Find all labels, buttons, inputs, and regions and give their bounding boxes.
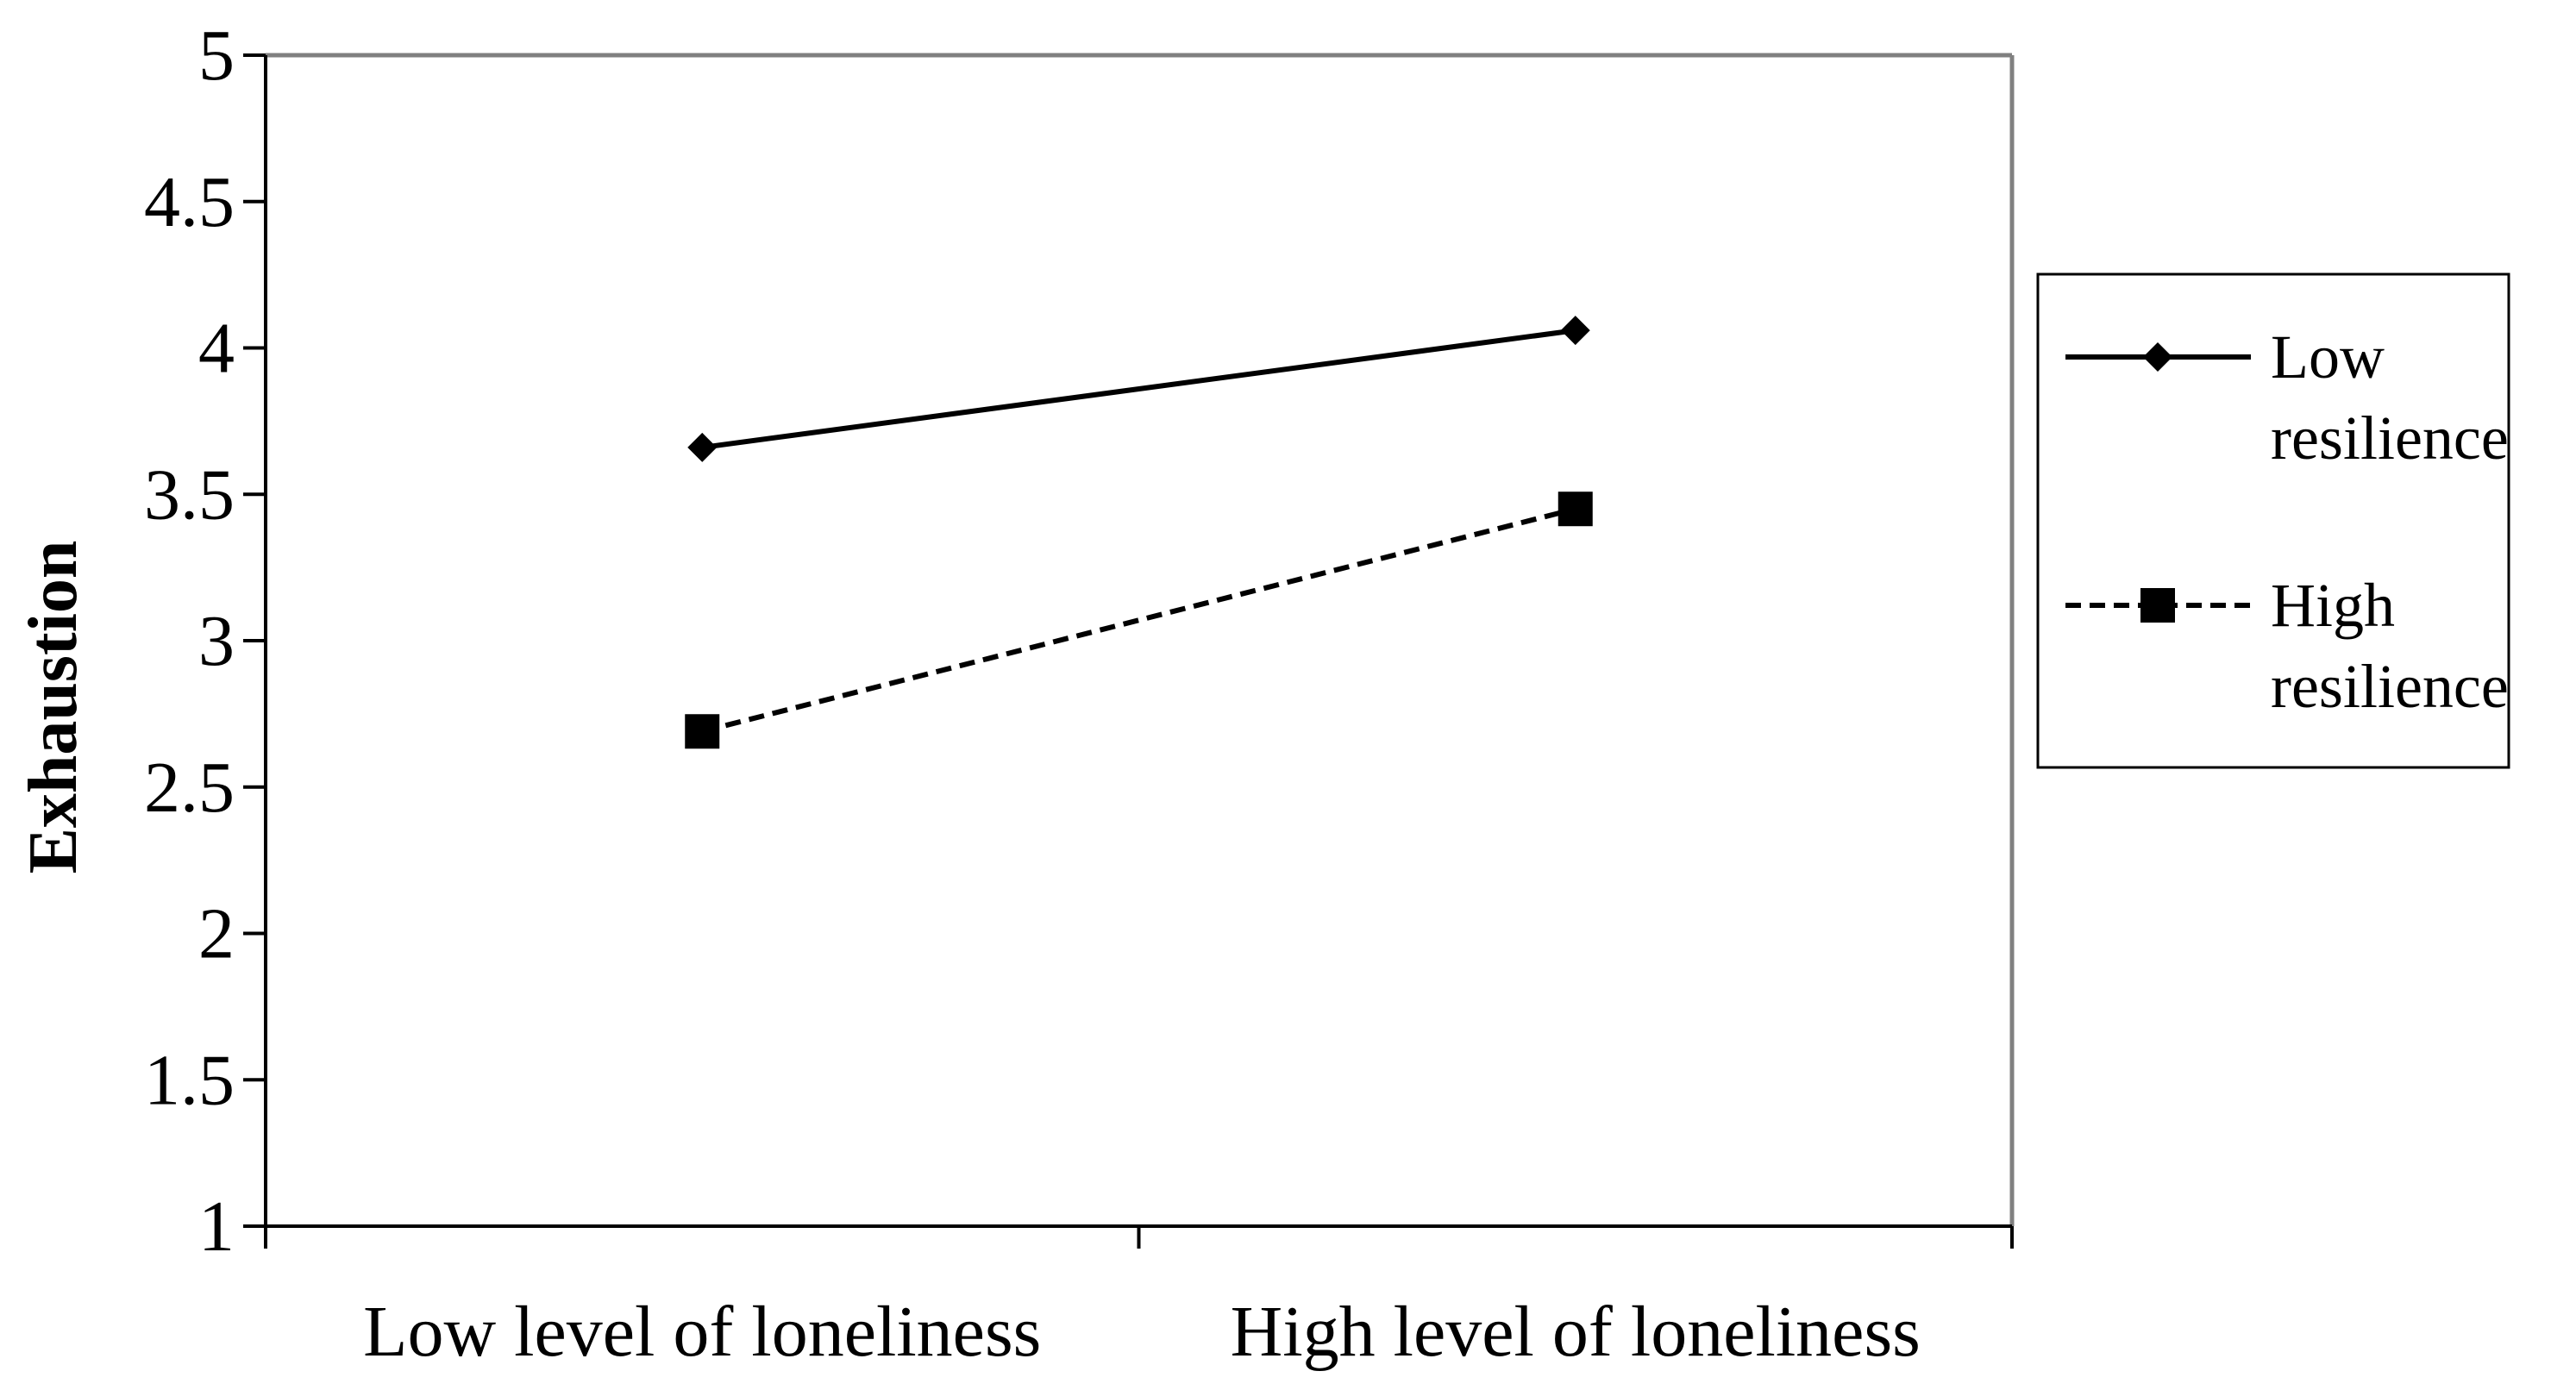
- legend-item-high-resilience: High resilience: [2065, 571, 2509, 721]
- data-point-high-resilience: [685, 714, 720, 749]
- legend-label-high-resilience: High: [2271, 571, 2395, 640]
- x-axis-ticks: Low level of loneliness High level of lon…: [264, 1226, 2014, 1372]
- x-tick-label: High level of loneliness: [1231, 1292, 1921, 1372]
- series-layer: [685, 316, 1593, 749]
- y-axis-title: Exhaustion: [16, 541, 91, 874]
- data-point-low-resilience: [687, 432, 718, 462]
- series-high-resilience: [685, 492, 1593, 749]
- legend-label-high-resilience: resilience: [2271, 652, 2509, 721]
- legend-marker-high-resilience: [2140, 588, 2175, 623]
- series-low-resilience: [687, 316, 1590, 462]
- legend: Low resilience High resilience: [2036, 272, 2510, 769]
- y-tick-label: 5: [198, 16, 235, 96]
- plot-border: [266, 53, 2015, 1226]
- y-tick-label: 4: [198, 309, 235, 389]
- y-tick-label: 2.5: [144, 748, 235, 828]
- y-tick-label: 2: [198, 894, 235, 974]
- y-axis-ticks: 1 1.5 2 2.5 3 3.5 4 4.5 5: [144, 16, 266, 1267]
- legend-label-low-resilience: Low: [2271, 322, 2385, 391]
- legend-label-low-resilience: resilience: [2271, 404, 2509, 473]
- series-line-low-resilience: [701, 328, 1576, 450]
- y-tick-label: 4.5: [144, 162, 235, 242]
- y-tick-label: 3: [198, 601, 235, 681]
- legend-item-low-resilience: Low resilience: [2065, 322, 2509, 473]
- plot-area: [266, 55, 2012, 1226]
- y-tick-label: 1.5: [144, 1040, 235, 1120]
- series-line-high-resilience: [701, 506, 1576, 735]
- data-point-low-resilience: [1560, 316, 1590, 346]
- x-tick-label: Low level of loneliness: [363, 1292, 1041, 1372]
- data-point-high-resilience: [1558, 492, 1593, 527]
- y-tick-label: 3.5: [144, 454, 235, 535]
- y-tick-label: 1: [198, 1187, 235, 1267]
- legend-marker-low-resilience: [2143, 342, 2172, 372]
